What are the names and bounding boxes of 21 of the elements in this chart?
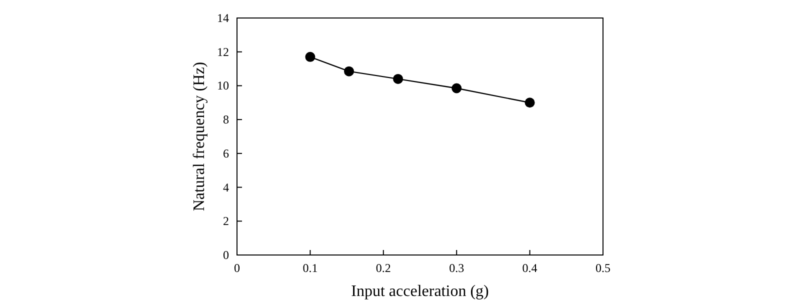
y-tick-label: 12	[217, 44, 229, 59]
point	[393, 74, 404, 84]
point	[344, 66, 354, 76]
y-tick-label: 2	[223, 214, 229, 228]
x-tick-label: 0.5	[596, 261, 610, 275]
x-tick-label: 0.4	[522, 261, 538, 275]
x-axis-title: Input acceleration (g)	[351, 283, 489, 300]
point	[305, 52, 316, 62]
x-tick-label: 0.2	[376, 261, 391, 275]
x-tick-label: 0.3	[449, 261, 464, 275]
x-tick-label: 0	[234, 261, 240, 275]
y-tick-label: 10	[217, 78, 229, 93]
y-axis-title: Natural frequency (Hz)	[191, 62, 208, 212]
point	[524, 98, 535, 108]
y-tick-label: 4	[223, 180, 229, 194]
point	[452, 83, 462, 94]
x-tick-label: 0.1	[302, 261, 318, 275]
y-tick-label: 6	[223, 146, 229, 160]
y-tick-label: 14	[217, 11, 229, 25]
y-tick-label: 0	[223, 248, 229, 262]
y-tick-label: 8	[223, 112, 229, 127]
